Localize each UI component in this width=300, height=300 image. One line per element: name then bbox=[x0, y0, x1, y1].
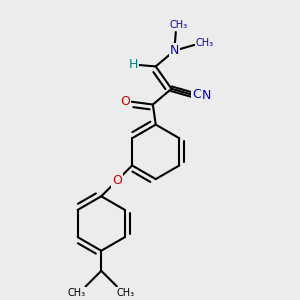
Text: O: O bbox=[120, 95, 130, 108]
Text: CH₃: CH₃ bbox=[169, 20, 187, 30]
Text: CH₃: CH₃ bbox=[117, 288, 135, 298]
Text: CH₃: CH₃ bbox=[68, 288, 86, 298]
Text: N: N bbox=[202, 89, 211, 102]
Text: H: H bbox=[129, 58, 138, 71]
Text: C: C bbox=[192, 88, 201, 101]
Text: N: N bbox=[170, 44, 179, 57]
Text: CH₃: CH₃ bbox=[195, 38, 214, 48]
Text: O: O bbox=[112, 174, 122, 188]
